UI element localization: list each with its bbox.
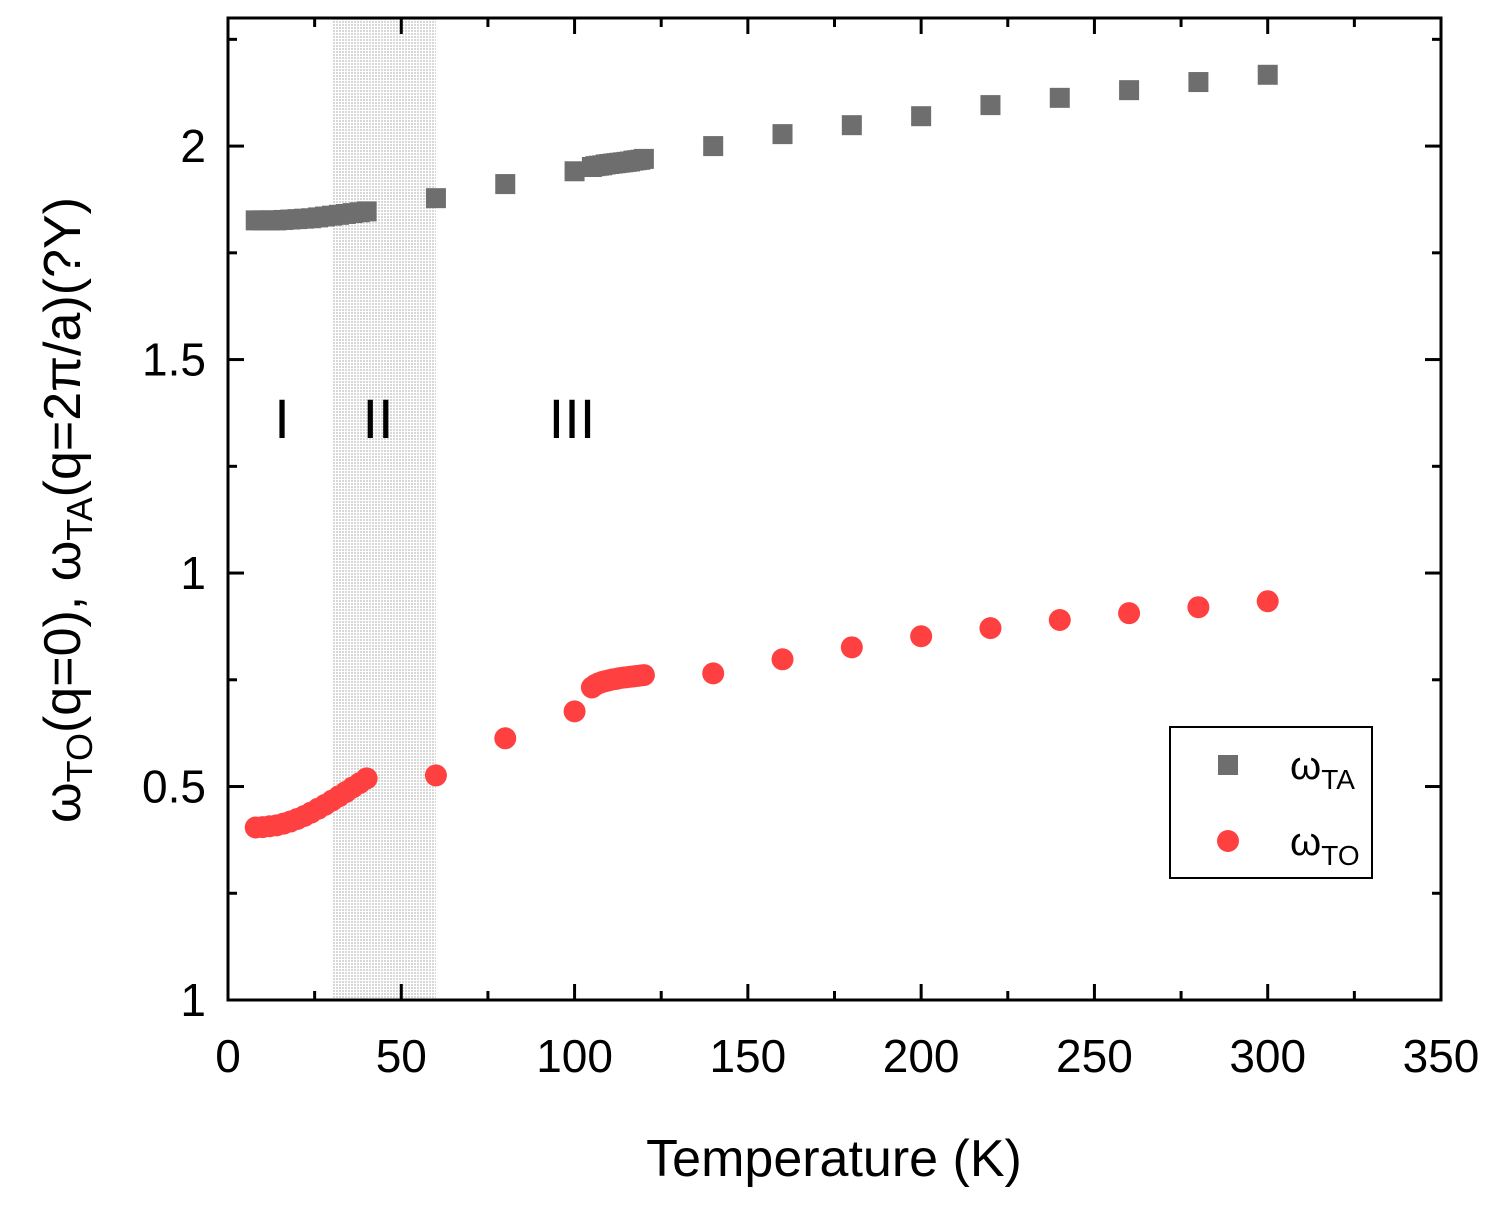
data-point xyxy=(910,625,933,648)
data-point xyxy=(1188,72,1209,93)
data-point xyxy=(424,764,447,787)
legend-marker xyxy=(1218,755,1238,775)
x-axis-title: Temperature (K) xyxy=(646,1130,1022,1188)
y-tick-label: 1 xyxy=(180,974,206,1026)
data-point xyxy=(356,201,377,222)
data-point xyxy=(980,95,1001,116)
data-point xyxy=(841,115,862,136)
legend-label: ωTO xyxy=(1290,820,1360,871)
legend-label: ωTA xyxy=(1290,744,1355,795)
data-point xyxy=(772,124,793,145)
y-axis-title-part: (q=0), ω xyxy=(34,541,92,733)
data-point xyxy=(979,617,1002,640)
x-tick-label: 350 xyxy=(1403,1030,1480,1082)
data-point xyxy=(563,700,586,723)
legend-label-sub: TA xyxy=(1321,764,1355,795)
x-tick-label: 250 xyxy=(1056,1030,1133,1082)
data-point xyxy=(911,106,932,127)
data-point xyxy=(703,136,724,157)
data-point xyxy=(494,727,517,750)
x-tick-label: 0 xyxy=(215,1030,241,1082)
data-point xyxy=(840,636,863,659)
y-axis-title-part: (q=2π/a)(?Y) xyxy=(34,197,92,497)
legend-label-part: ω xyxy=(1290,744,1321,788)
x-tick-label: 300 xyxy=(1229,1030,1306,1082)
data-point xyxy=(1118,602,1141,625)
data-point xyxy=(1257,64,1278,85)
data-point xyxy=(633,148,654,169)
data-point xyxy=(771,648,794,671)
y-tick-label: 2 xyxy=(180,120,206,172)
data-point xyxy=(1119,80,1140,101)
region-label: II xyxy=(362,387,393,450)
y-tick-label: 1 xyxy=(180,547,206,599)
data-point xyxy=(1187,596,1210,619)
x-tick-label: 150 xyxy=(709,1030,786,1082)
legend-marker xyxy=(1217,830,1239,852)
legend-label-sub: TO xyxy=(1321,840,1359,871)
region-label: I xyxy=(274,387,290,450)
x-tick-label: 200 xyxy=(883,1030,960,1082)
data-point xyxy=(632,664,655,687)
shaded-region xyxy=(331,18,436,1000)
y-tick-label: 1.5 xyxy=(142,334,206,386)
x-tick-label: 50 xyxy=(376,1030,427,1082)
y-axis-title: ωTO(q=0), ωTA(q=2π/a)(?Y) xyxy=(34,197,100,823)
data-point xyxy=(702,662,725,685)
data-point xyxy=(495,174,516,195)
y-axis-title-part: ω xyxy=(34,782,92,823)
data-point xyxy=(355,767,378,790)
x-tick-label: 100 xyxy=(536,1030,613,1082)
data-point xyxy=(425,188,446,209)
region-label: III xyxy=(549,387,596,450)
legend-box xyxy=(1169,726,1373,879)
y-axis-title-sub: TA xyxy=(59,497,100,540)
data-point xyxy=(1049,87,1070,108)
y-tick-label: 0.5 xyxy=(142,761,206,813)
data-point xyxy=(564,161,585,182)
y-axis-title-sub: TO xyxy=(59,733,100,782)
legend-label-part: ω xyxy=(1290,820,1321,864)
data-point xyxy=(1256,590,1279,613)
data-point xyxy=(1048,609,1071,632)
